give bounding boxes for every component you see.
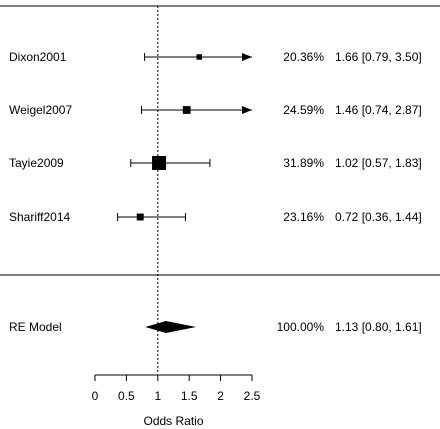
study-label: Shariff2014 — [9, 210, 70, 224]
study-weight: 20.36% — [283, 50, 324, 64]
axis-tick-label: 1 — [154, 389, 161, 403]
study-weight: 24.59% — [283, 103, 324, 117]
summary-row: RE Model 100.00% 1.13 [0.80, 1.61] — [9, 320, 422, 334]
x-axis: 0 0.5 1 1.5 2 2.5 Odds Ratio — [92, 374, 261, 428]
x-axis-label: Odds Ratio — [143, 414, 203, 428]
point-estimate — [182, 106, 191, 114]
axis-tick-label: 0.5 — [118, 389, 135, 403]
study-rows: Dixon2001 20.36% 1.66 [0.79, 3.50] Weigel20… — [9, 50, 422, 224]
ci-arrow — [242, 53, 252, 61]
ci-arrow — [242, 106, 252, 114]
study-ci-text: 1.66 [0.79, 3.50] — [335, 50, 422, 64]
study-ci-text: 1.02 [0.57, 1.83] — [335, 156, 422, 170]
study-ci-text: 1.46 [0.74, 2.87] — [335, 103, 422, 117]
study-label: Dixon2001 — [9, 50, 67, 64]
study-ci-text: 0.72 [0.36, 1.44] — [335, 210, 422, 224]
summary-label: RE Model — [9, 320, 62, 334]
summary-ci-text: 1.13 [0.80, 1.61] — [335, 320, 422, 334]
point-estimate — [152, 156, 167, 170]
study-label: Tayie2009 — [9, 156, 64, 170]
point-estimate — [136, 213, 144, 221]
study-weight: 23.16% — [283, 210, 324, 224]
study-label: Weigel2007 — [9, 103, 72, 117]
study-weight: 31.89% — [283, 156, 324, 170]
point-estimate — [196, 54, 202, 60]
axis-tick-label: 2.5 — [244, 389, 261, 403]
axis-tick-label: 1.5 — [181, 389, 198, 403]
axis-tick-label: 2 — [217, 389, 224, 403]
axis-tick-label: 0 — [92, 389, 99, 403]
summary-weight: 100.00% — [277, 320, 325, 334]
summary-diamond — [145, 321, 197, 333]
